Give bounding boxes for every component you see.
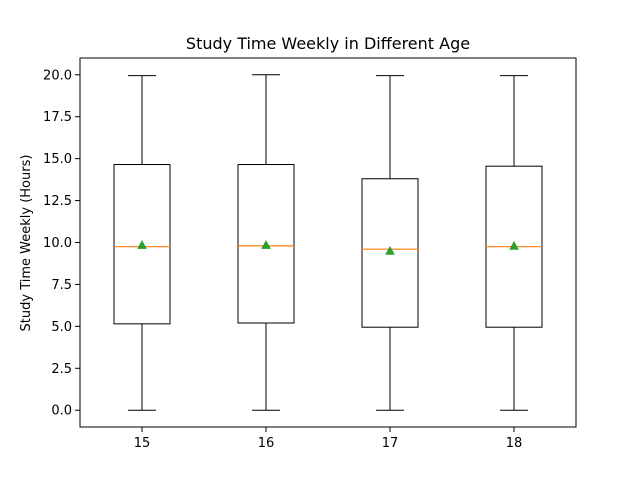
y-tick-label: 12.5	[43, 194, 72, 209]
mean-marker	[261, 240, 271, 249]
plot-area: 0.0 2.5 5.0 7.5 10.0 12.5 15.0 17.5 20.0 15 16 17 18	[43, 68, 543, 451]
chart-title: Study Time Weekly in Different Age	[186, 34, 470, 53]
x-tick-label: 18	[506, 436, 523, 451]
box-iqr	[237, 164, 295, 324]
x-tick-label: 17	[382, 436, 399, 451]
box-iqr	[113, 164, 171, 325]
mean-marker	[137, 240, 147, 249]
y-tick-label: 7.5	[51, 278, 72, 293]
y-tick-label: 0.0	[51, 404, 72, 419]
x-tick-label: 15	[134, 436, 151, 451]
y-tick-label: 20.0	[43, 68, 72, 83]
y-tick-label: 17.5	[43, 110, 72, 125]
y-tick-label: 2.5	[51, 362, 72, 377]
y-tick-label: 15.0	[43, 152, 72, 167]
y-axis-label: Study Time Weekly (Hours)	[19, 155, 34, 332]
mean-marker	[509, 240, 519, 250]
y-tick-label: 5.0	[51, 320, 72, 335]
x-tick-label: 16	[258, 436, 275, 451]
y-tick-label: 10.0	[43, 236, 72, 251]
box-iqr	[361, 178, 419, 328]
plot-frame	[79, 57, 577, 428]
mean-marker	[385, 245, 395, 255]
